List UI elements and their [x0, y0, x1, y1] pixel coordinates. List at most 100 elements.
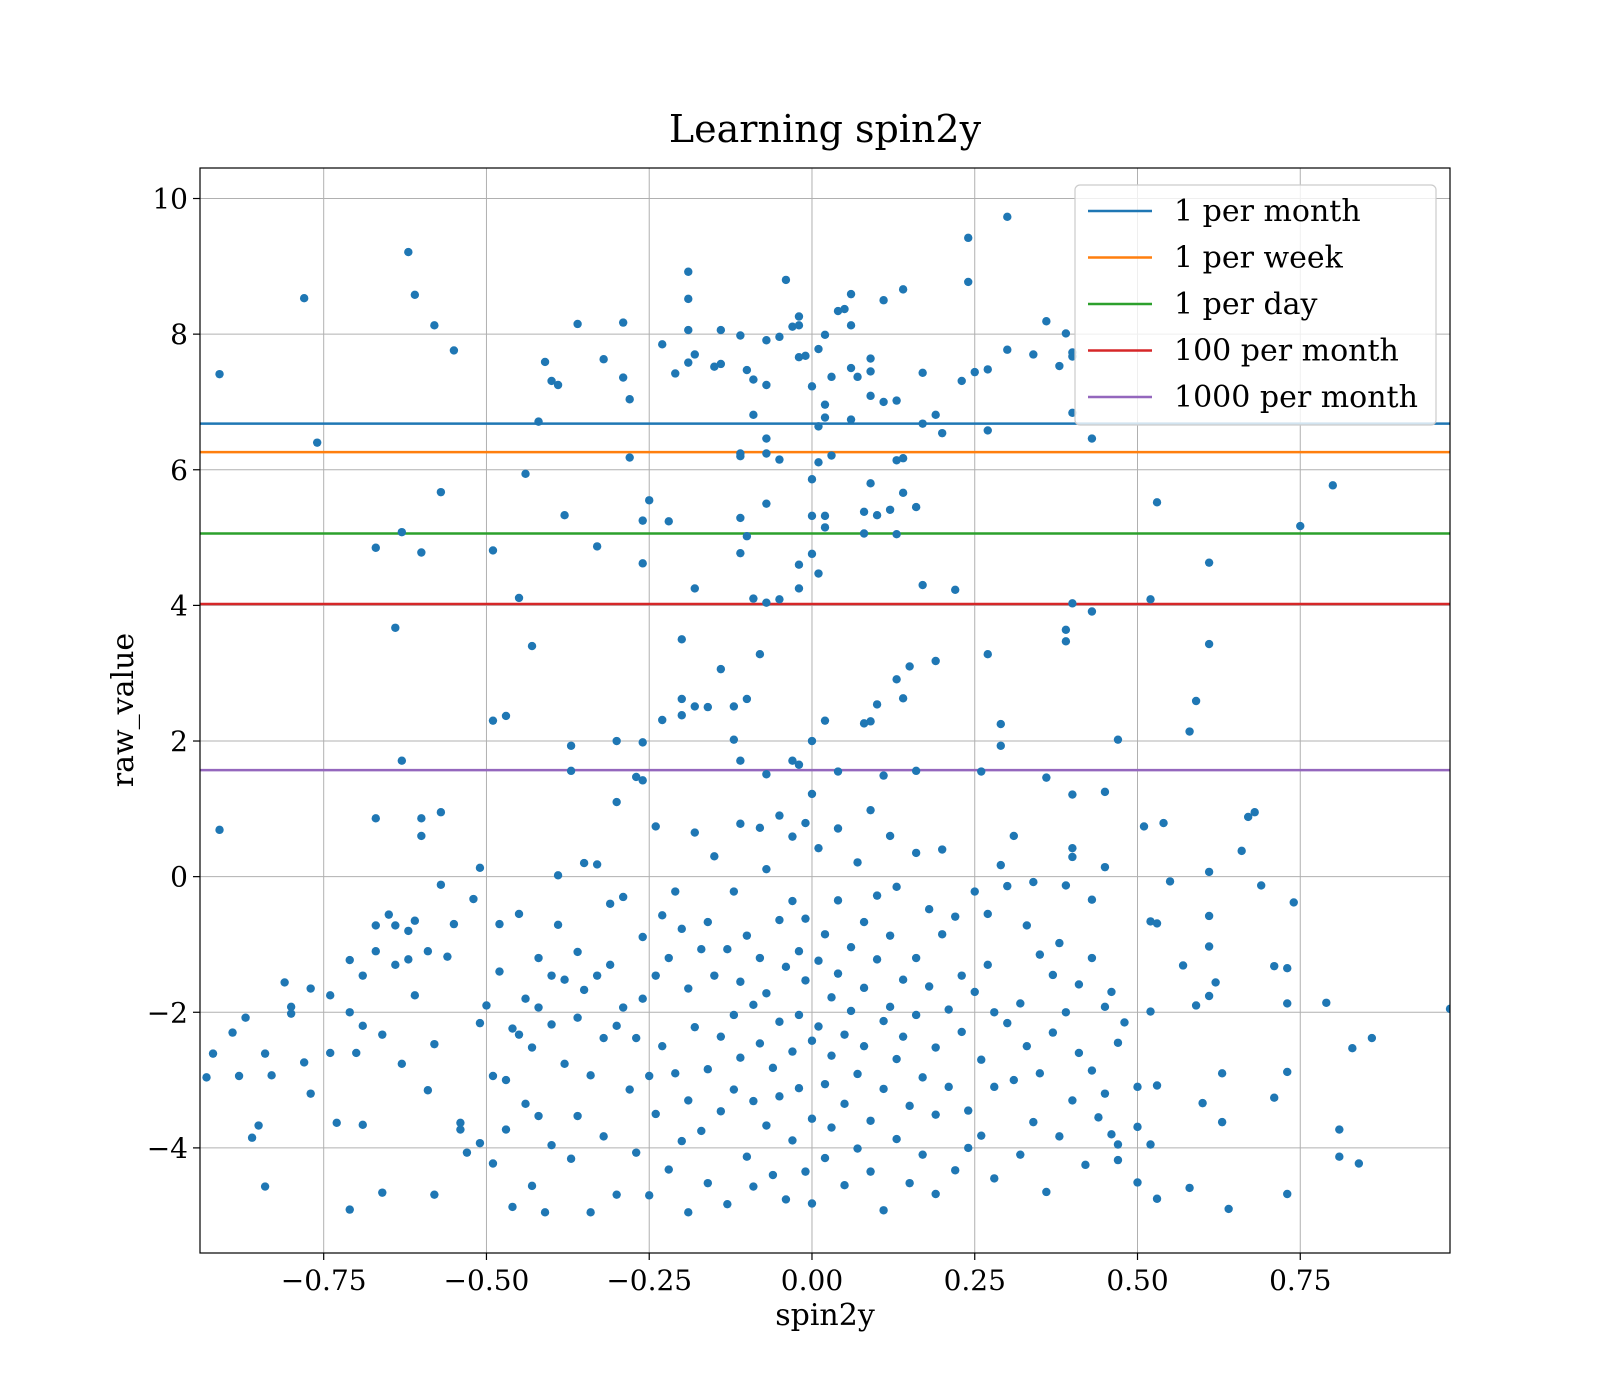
data-point: [814, 956, 823, 965]
data-point: [1100, 1089, 1110, 1098]
data-point: [931, 1189, 940, 1199]
data-point: [560, 511, 569, 520]
data-point: [664, 953, 673, 963]
data-point: [1328, 481, 1338, 490]
data-point: [827, 372, 836, 382]
data-point: [658, 1041, 667, 1051]
data-point: [723, 1199, 732, 1209]
data-point: [690, 584, 699, 593]
data-points: [202, 212, 1450, 1217]
data-point: [1335, 1152, 1344, 1161]
data-point: [794, 321, 804, 330]
data-point: [592, 860, 602, 869]
y-tick-label: 4: [170, 589, 188, 622]
data-point: [710, 852, 719, 861]
data-point: [638, 559, 647, 568]
data-point: [1445, 1004, 1450, 1014]
data-point: [1061, 329, 1071, 338]
data-point: [970, 367, 979, 377]
data-point: [794, 760, 804, 769]
data-point: [710, 362, 719, 371]
data-point: [1152, 1081, 1162, 1090]
data-point: [1237, 846, 1246, 856]
data-point: [573, 1013, 582, 1022]
data-point: [1061, 625, 1071, 635]
data-point: [716, 1107, 726, 1116]
data-point: [1178, 961, 1188, 970]
data-point: [866, 717, 875, 726]
data-point: [859, 529, 869, 538]
data-point: [866, 367, 875, 376]
data-point: [703, 917, 713, 927]
data-point: [358, 971, 367, 980]
data-point: [684, 358, 693, 367]
x-tick-label: −0.75: [281, 1264, 367, 1297]
data-point: [228, 1028, 237, 1037]
y-tick-label: 2: [170, 725, 188, 758]
data-point: [677, 694, 686, 704]
data-point: [918, 1150, 927, 1159]
data-point: [1016, 1150, 1025, 1159]
data-point: [1146, 1007, 1155, 1016]
data-point: [807, 1199, 817, 1208]
data-point: [488, 1071, 498, 1081]
data-point: [996, 719, 1005, 729]
data-point: [1283, 963, 1292, 973]
data-point: [892, 882, 901, 892]
data-point: [879, 1084, 888, 1094]
data-point: [924, 904, 934, 914]
data-point: [462, 1148, 472, 1157]
data-point: [1283, 1189, 1292, 1199]
data-point: [1165, 877, 1175, 886]
data-point: [625, 395, 634, 404]
data-point: [1029, 1117, 1038, 1127]
data-point: [547, 1020, 556, 1029]
data-point: [879, 296, 888, 305]
data-point: [736, 819, 745, 828]
legend-label: 1 per day: [1174, 287, 1318, 322]
data-point: [710, 971, 719, 980]
data-point: [625, 453, 634, 462]
data-point: [872, 700, 882, 709]
data-point: [547, 1140, 556, 1150]
data-point: [983, 426, 992, 435]
data-point: [840, 1099, 849, 1109]
data-point: [1087, 953, 1097, 963]
data-point: [957, 1027, 966, 1037]
data-point: [736, 548, 745, 558]
data-point: [898, 488, 908, 498]
data-point: [299, 294, 309, 303]
data-point: [1068, 843, 1077, 853]
data-point: [417, 814, 426, 823]
data-point: [508, 1202, 517, 1212]
data-point: [807, 511, 817, 521]
data-point: [423, 947, 433, 956]
data-point: [885, 1002, 895, 1012]
data-point: [605, 899, 615, 908]
data-point: [788, 1047, 797, 1056]
data-point: [1087, 895, 1097, 904]
data-point: [755, 953, 765, 963]
x-tick-label: −0.25: [606, 1264, 692, 1297]
data-point: [820, 1079, 830, 1089]
data-point: [866, 805, 875, 815]
data-point: [833, 824, 843, 833]
data-point: [690, 1022, 699, 1032]
x-tick-label: −0.50: [444, 1264, 530, 1297]
data-point: [1139, 822, 1149, 831]
legend: 1 per month 1 per week 1 per day 100 per mo…: [1074, 184, 1437, 426]
data-point: [898, 694, 908, 703]
data-point: [977, 1131, 986, 1140]
y-tick-label: 8: [170, 318, 188, 351]
data-point: [514, 909, 524, 919]
data-point: [553, 871, 563, 880]
data-point: [775, 595, 784, 604]
data-point: [260, 1182, 270, 1191]
data-point: [638, 516, 647, 525]
data-point: [1042, 1187, 1051, 1197]
data-point: [684, 984, 693, 993]
data-point: [436, 880, 446, 889]
data-point: [638, 994, 647, 1003]
data-point: [951, 912, 960, 921]
data-point: [911, 766, 921, 776]
